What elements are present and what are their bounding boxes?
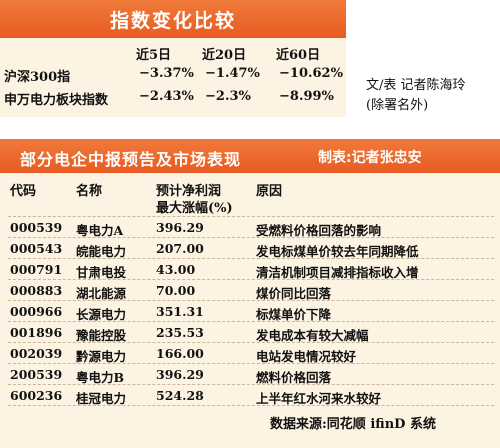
row-divider: [8, 279, 494, 280]
row-divider: [8, 363, 494, 364]
cell-name: 桂冠电力: [76, 391, 127, 406]
row-divider: [8, 321, 494, 322]
cell-profit: 166.00: [156, 346, 204, 361]
index-comparison-panel: 指数变化比较: [0, 0, 346, 117]
table-credit: 制表:记者张忠安: [318, 150, 422, 166]
cell-reason: 标煤单价下降: [256, 307, 332, 322]
cell-name: 豫能控股: [76, 328, 127, 343]
index-panel-body: [0, 38, 346, 117]
cell-code: 200539: [10, 367, 63, 382]
cell-profit: 351.31: [156, 304, 204, 319]
cell-name: 甘肃电投: [76, 265, 127, 280]
cell-code: 001896: [10, 325, 63, 340]
row-divider: [8, 384, 494, 385]
cell-profit: 70.00: [156, 283, 196, 298]
author-credit: 文/表 记者陈海玲 (除署名外): [366, 76, 496, 116]
table-body: [0, 173, 500, 448]
header-name: 名称: [76, 184, 103, 199]
row-divider: [8, 405, 494, 406]
row-divider: [8, 216, 494, 217]
index-row-name: 沪深300指: [4, 70, 71, 85]
index-col-60d: 近60日: [276, 48, 321, 63]
index-row-value: −3.37%: [139, 66, 194, 81]
table-title: 部分电企中报预告及市场表现: [20, 150, 242, 169]
cell-code: 000539: [10, 220, 63, 235]
cell-code: 002039: [10, 346, 63, 361]
cell-reason: 电站发电情况较好: [256, 349, 357, 364]
cell-name: 湖北能源: [76, 286, 127, 301]
cell-name: 粤电力A: [76, 223, 124, 238]
cell-code: 000543: [10, 241, 63, 256]
data-source: 数据来源:同花顺 ifinD 系统: [270, 417, 436, 432]
index-col-5d: 近5日: [136, 48, 172, 63]
cell-name: 黔源电力: [76, 349, 127, 364]
header-reason: 原因: [256, 184, 283, 199]
cell-reason: 燃料价格回落: [256, 370, 332, 385]
header-code: 代码: [10, 184, 37, 199]
cell-code: 600236: [10, 388, 63, 403]
cell-reason: 煤价同比回落: [256, 286, 332, 301]
cell-name: 粤电力B: [76, 370, 125, 385]
index-panel-title: 指数变化比较: [0, 0, 346, 38]
cell-reason: 发电标煤单价较去年同期降低: [256, 244, 419, 259]
cell-profit: 396.29: [156, 220, 204, 235]
author-note: (除署名外): [366, 98, 429, 113]
cell-reason: 发电成本有较大减幅: [256, 328, 369, 343]
row-divider: [8, 342, 494, 343]
index-row-value: −2.43%: [139, 89, 194, 104]
cell-name: 长源电力: [76, 307, 127, 322]
author-line: 文/表 记者陈海玲: [366, 78, 466, 93]
cell-profit: 524.28: [156, 388, 204, 403]
cell-code: 000883: [10, 283, 63, 298]
cell-reason: 受燃料价格回落的影响: [256, 223, 382, 238]
index-row-name: 申万电力板块指数: [4, 93, 109, 108]
index-col-20d: 近20日: [202, 48, 247, 63]
cell-reason: 上半年红水河来水较好: [256, 391, 382, 406]
index-row-value: −8.99%: [279, 89, 334, 104]
row-divider: [8, 258, 494, 259]
row-divider: [8, 300, 494, 301]
header-profit: 预计净利润: [156, 184, 222, 199]
index-row-value: −2.3%: [205, 89, 251, 104]
table-title-bar: 部分电企中报预告及市场表现 制表:记者张忠安: [0, 139, 500, 173]
cell-reason: 清洁机制项目减排指标收入增: [256, 265, 419, 280]
row-divider: [8, 237, 494, 238]
cell-profit: 43.00: [156, 262, 196, 277]
cell-profit: 235.53: [156, 325, 204, 340]
cell-profit: 207.00: [156, 241, 204, 256]
index-row-value: −1.47%: [205, 66, 260, 81]
index-row-value: −10.62%: [279, 66, 343, 81]
cell-name: 皖能电力: [76, 244, 127, 259]
header-profit-unit: 最大涨幅(%): [156, 201, 233, 216]
cell-code: 000791: [10, 262, 63, 277]
cell-profit: 396.29: [156, 367, 204, 382]
cell-code: 000966: [10, 304, 63, 319]
